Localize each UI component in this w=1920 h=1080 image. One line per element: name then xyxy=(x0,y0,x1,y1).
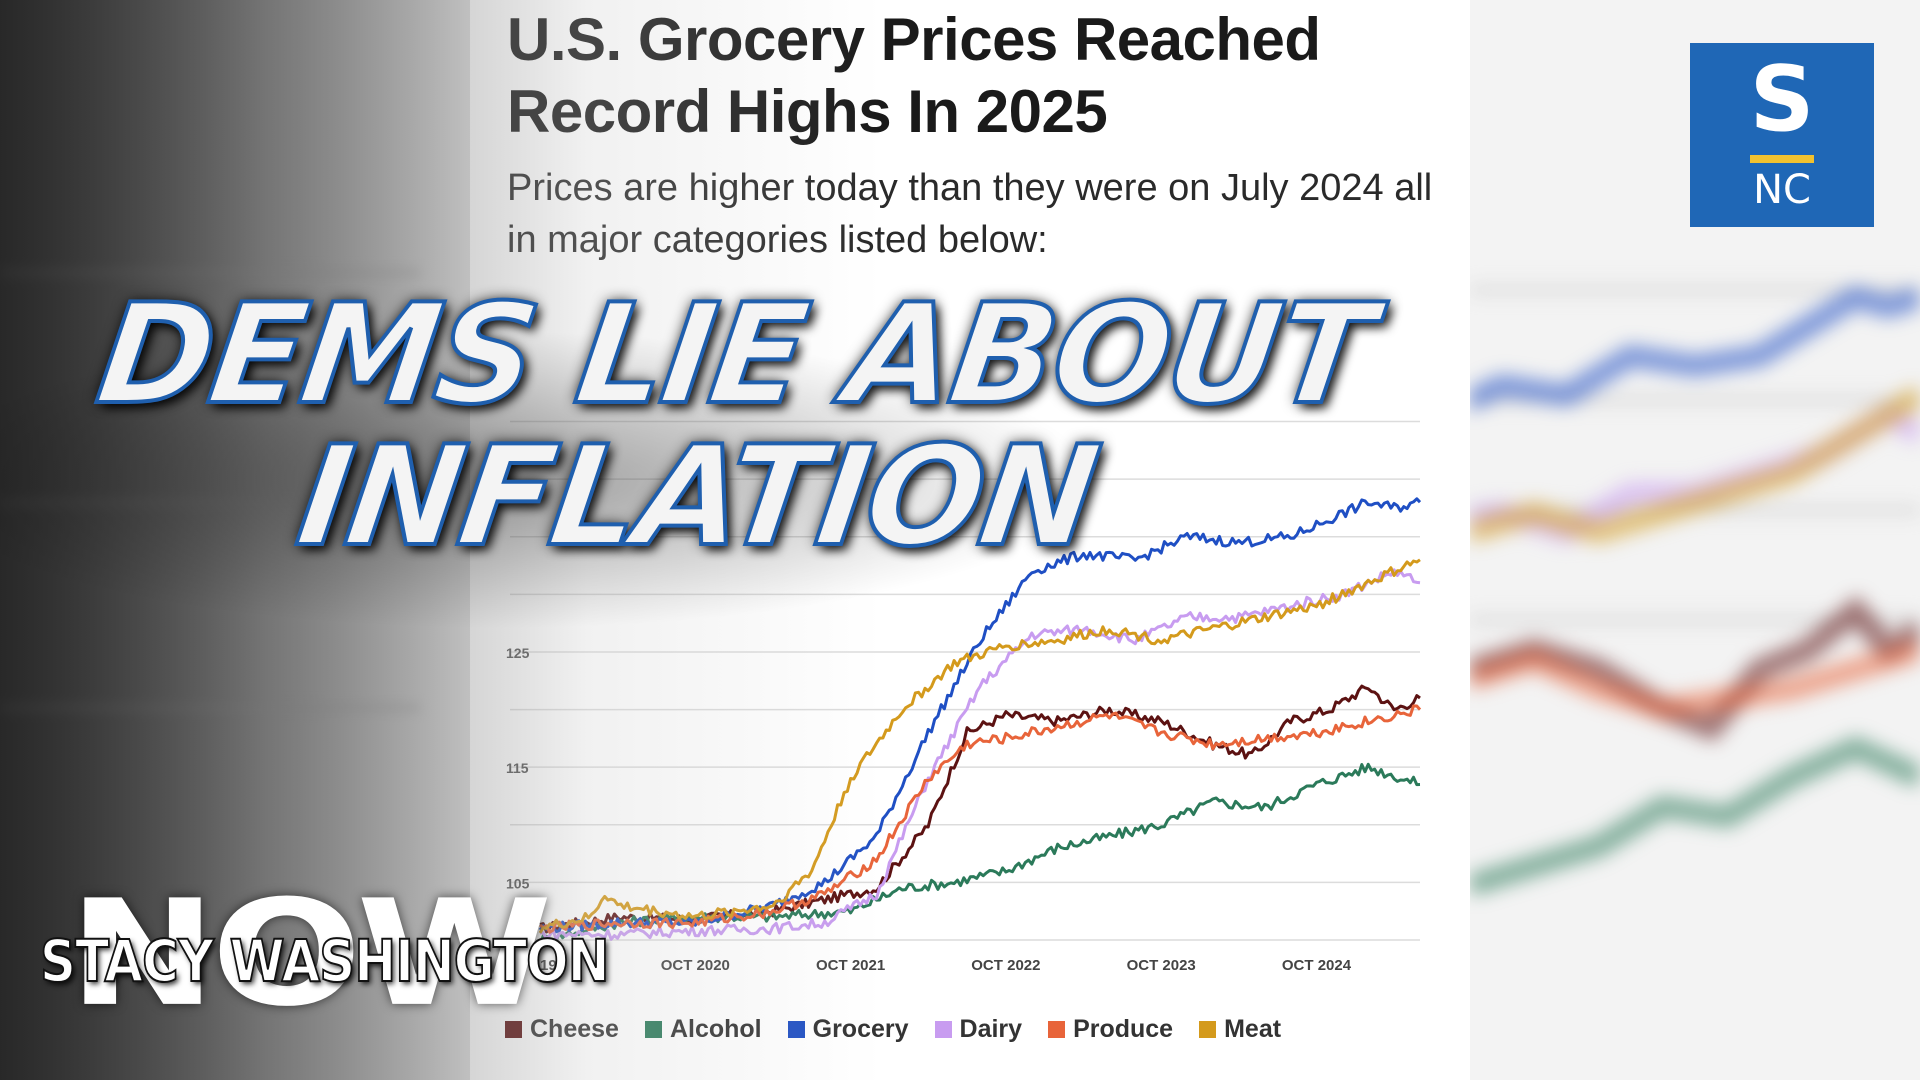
blurred-series-meat xyxy=(1470,385,1920,544)
blurred-series-grocery xyxy=(1470,285,1920,413)
x-tick-label: OCT 2022 xyxy=(971,957,1040,974)
series-line-dairy xyxy=(539,568,1421,941)
legend-label: Dairy xyxy=(959,1015,1023,1043)
y-tick-label: 125 xyxy=(506,645,530,661)
brand-host-name: STACY WASHINGTON xyxy=(39,926,610,996)
y-tick-label: 115 xyxy=(506,760,529,776)
logo-subtext: NC xyxy=(1753,167,1811,213)
legend-item-produce: Produce xyxy=(1048,1015,1173,1044)
x-tick-label: OCT 2020 xyxy=(661,957,730,974)
snc-logo: S NC xyxy=(1690,43,1874,227)
chart-headline: U.S. Grocery Prices Reached Record Highs… xyxy=(507,6,1321,145)
chart-subheadline: Prices are higher today than they were o… xyxy=(507,167,1433,261)
blurred-gridline xyxy=(0,705,420,711)
blurred-series-produce xyxy=(1470,639,1920,721)
legend-swatch xyxy=(1048,1021,1066,1038)
legend-item-dairy: Dairy xyxy=(934,1015,1023,1044)
brand-now-wordmark: NOW xyxy=(68,868,553,1039)
series-line-cheese xyxy=(539,684,1421,934)
series-line-meat xyxy=(538,558,1421,934)
legend-swatch xyxy=(934,1021,952,1038)
legend-label: Produce xyxy=(1073,1015,1174,1043)
legend-swatch xyxy=(787,1021,805,1038)
legend-label: Meat xyxy=(1224,1015,1282,1043)
series-line-produce xyxy=(539,704,1422,934)
legend-label: Grocery xyxy=(812,1015,909,1043)
x-tick-label: OCT 2023 xyxy=(1127,957,1196,974)
legend-item-alcohol: Alcohol xyxy=(644,1015,762,1044)
chart-legend: Cheese Alcohol Grocery Dairy Produce Meat xyxy=(505,1015,1281,1044)
x-tick-label: OCT 2024 xyxy=(1282,957,1352,974)
logo-accent-bar xyxy=(1750,155,1814,163)
legend-item-meat: Meat xyxy=(1199,1015,1281,1044)
blurred-chart-echo xyxy=(1470,285,1920,896)
series-line-alcohol xyxy=(538,762,1421,945)
overlay-title-line-2: INFLATION xyxy=(287,414,1108,579)
x-tick-label: OCT 2021 xyxy=(816,957,885,974)
logo-letter: S xyxy=(1749,47,1815,152)
legend-item-grocery: Grocery xyxy=(787,1015,909,1044)
blurred-series-alcohol xyxy=(1470,735,1920,896)
overlay-title-line-1: DEMS LIE ABOUT xyxy=(87,272,1382,437)
legend-swatch xyxy=(1199,1021,1217,1038)
legend-swatch xyxy=(644,1021,662,1038)
legend-label: Alcohol xyxy=(669,1015,762,1043)
